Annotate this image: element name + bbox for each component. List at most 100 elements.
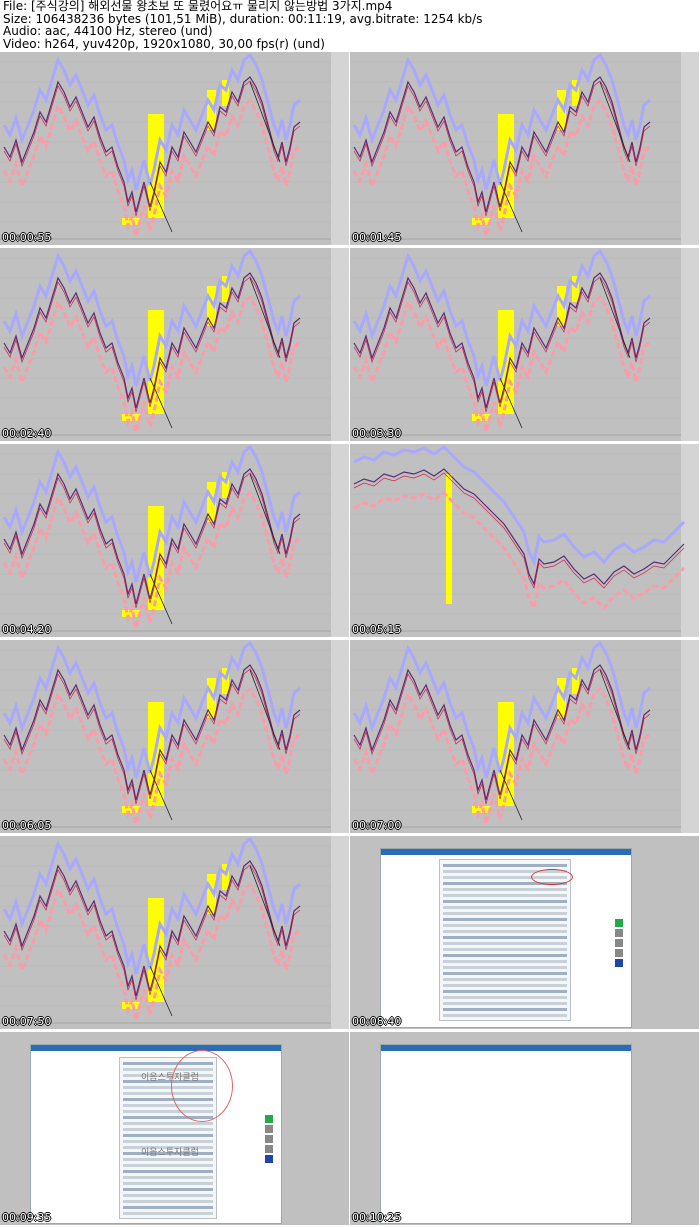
table-row xyxy=(443,894,567,897)
ma-line xyxy=(3,276,301,413)
video-thumbnail[interactable]: 이음스투자클럽 이음스투자클럽 00:09:35 xyxy=(0,1032,349,1225)
highlight-box xyxy=(222,864,229,890)
toolbar-button[interactable] xyxy=(265,1145,273,1153)
video-thumbnail[interactable]: 00:07:50 xyxy=(0,836,349,1029)
video-thumbnail[interactable]: 00:07:00 xyxy=(350,640,699,833)
table-row xyxy=(443,978,567,981)
video-thumbnail[interactable]: 00:06:05 xyxy=(0,640,349,833)
video-thumbnail[interactable]: 00:03:30 xyxy=(350,248,699,441)
video-thumbnail[interactable]: 00:04:20 xyxy=(0,444,349,637)
trend-line xyxy=(499,377,523,429)
ma-line xyxy=(353,472,685,590)
toolbar-button[interactable] xyxy=(265,1155,273,1163)
table-row xyxy=(123,1116,213,1119)
trend-line xyxy=(249,865,281,947)
toolbar-button[interactable] xyxy=(615,929,623,937)
chart-canvas xyxy=(350,52,699,245)
lower-band xyxy=(352,98,651,237)
table-row xyxy=(123,1092,213,1095)
table-row xyxy=(123,1134,213,1137)
ma-line xyxy=(3,864,301,1001)
price-axis xyxy=(681,52,699,245)
upper-band xyxy=(2,52,301,191)
upper-band xyxy=(352,640,651,779)
settings-panel xyxy=(439,859,571,1021)
table-row xyxy=(123,1104,213,1107)
price-axis xyxy=(681,444,699,637)
table-row xyxy=(123,1080,213,1083)
side-toolbar xyxy=(265,1115,273,1165)
table-row xyxy=(443,864,567,867)
table-row xyxy=(443,876,567,879)
video-thumbnail[interactable]: 00:02:40 xyxy=(0,248,349,441)
thumbnail-timestamp: 00:05:15 xyxy=(352,623,402,636)
price-axis xyxy=(681,640,699,833)
trend-line xyxy=(149,965,173,1017)
toolbar-button[interactable] xyxy=(615,959,623,967)
thumbnail-timestamp: 00:02:40 xyxy=(2,427,52,440)
highlight-box xyxy=(207,678,216,718)
trend-line xyxy=(149,573,173,625)
ma-line xyxy=(353,80,651,217)
upper-band xyxy=(352,52,651,191)
side-toolbar xyxy=(615,919,623,969)
highlight-box xyxy=(222,80,229,106)
video-thumbnail[interactable]: 00:01:45 xyxy=(350,52,699,245)
table-row xyxy=(443,960,567,963)
screen-window: 이음스투자클럽 이음스투자클럽 xyxy=(30,1044,282,1224)
lower-band xyxy=(2,882,301,1021)
table-row xyxy=(123,1152,213,1155)
table-row xyxy=(443,966,567,969)
price-axis xyxy=(331,52,349,245)
toolbar-button[interactable] xyxy=(265,1135,273,1143)
toolbar-button[interactable] xyxy=(265,1125,273,1133)
ma-line xyxy=(3,668,301,805)
trend-line xyxy=(249,277,281,359)
table-row xyxy=(123,1200,213,1203)
table-row xyxy=(443,924,567,927)
video-thumbnail[interactable]: 00:10:25 xyxy=(350,1032,699,1225)
chart-canvas xyxy=(0,52,349,245)
table-row xyxy=(443,882,567,885)
table-row xyxy=(443,918,567,921)
video-thumbnail[interactable]: 00:05:15 xyxy=(350,444,699,637)
price-axis xyxy=(331,444,349,637)
lower-band xyxy=(2,294,301,433)
screen-window xyxy=(380,848,632,1028)
highlight-box xyxy=(572,80,579,106)
toolbar-button[interactable] xyxy=(615,939,623,947)
table-row xyxy=(443,930,567,933)
file-name: File: [주식강의] 해외선물 왕초보 또 물렸어요ㅠ 물리지 않는방법 3… xyxy=(3,0,393,13)
table-row xyxy=(123,1176,213,1179)
video-thumbnail[interactable]: 00:08:40 xyxy=(350,836,699,1029)
price-axis xyxy=(331,640,349,833)
table-row xyxy=(443,936,567,939)
window-title-bar xyxy=(381,1045,631,1051)
highlight-box xyxy=(472,414,490,421)
chart-canvas xyxy=(350,444,699,637)
watermark-text: 이음스투자클럽 xyxy=(141,1148,199,1158)
trend-line xyxy=(149,181,173,233)
video-thumbnail[interactable]: 00:00:55 xyxy=(0,52,349,245)
table-row xyxy=(123,1128,213,1131)
upper-band xyxy=(352,248,651,387)
table-row xyxy=(123,1182,213,1185)
toolbar-button[interactable] xyxy=(615,949,623,957)
price-line xyxy=(353,468,685,586)
highlight-box xyxy=(122,806,140,813)
trend-line xyxy=(249,669,281,751)
table-row xyxy=(123,1122,213,1125)
lower-band xyxy=(352,686,651,825)
toolbar-button[interactable] xyxy=(615,919,623,927)
trend-line xyxy=(599,81,631,163)
highlight-box xyxy=(222,668,229,694)
highlight-box xyxy=(222,472,229,498)
toolbar-button[interactable] xyxy=(265,1115,273,1123)
screen-background: 이음스투자클럽 이음스투자클럽 xyxy=(0,1032,349,1225)
highlight-box xyxy=(446,474,452,604)
file-info-header: File: [주식강의] 해외선물 왕초보 또 물렸어요ㅠ 물리지 않는방법 3… xyxy=(3,0,697,50)
table-row xyxy=(123,1158,213,1161)
table-row xyxy=(443,1008,567,1011)
table-row xyxy=(443,942,567,945)
table-row xyxy=(123,1194,213,1197)
